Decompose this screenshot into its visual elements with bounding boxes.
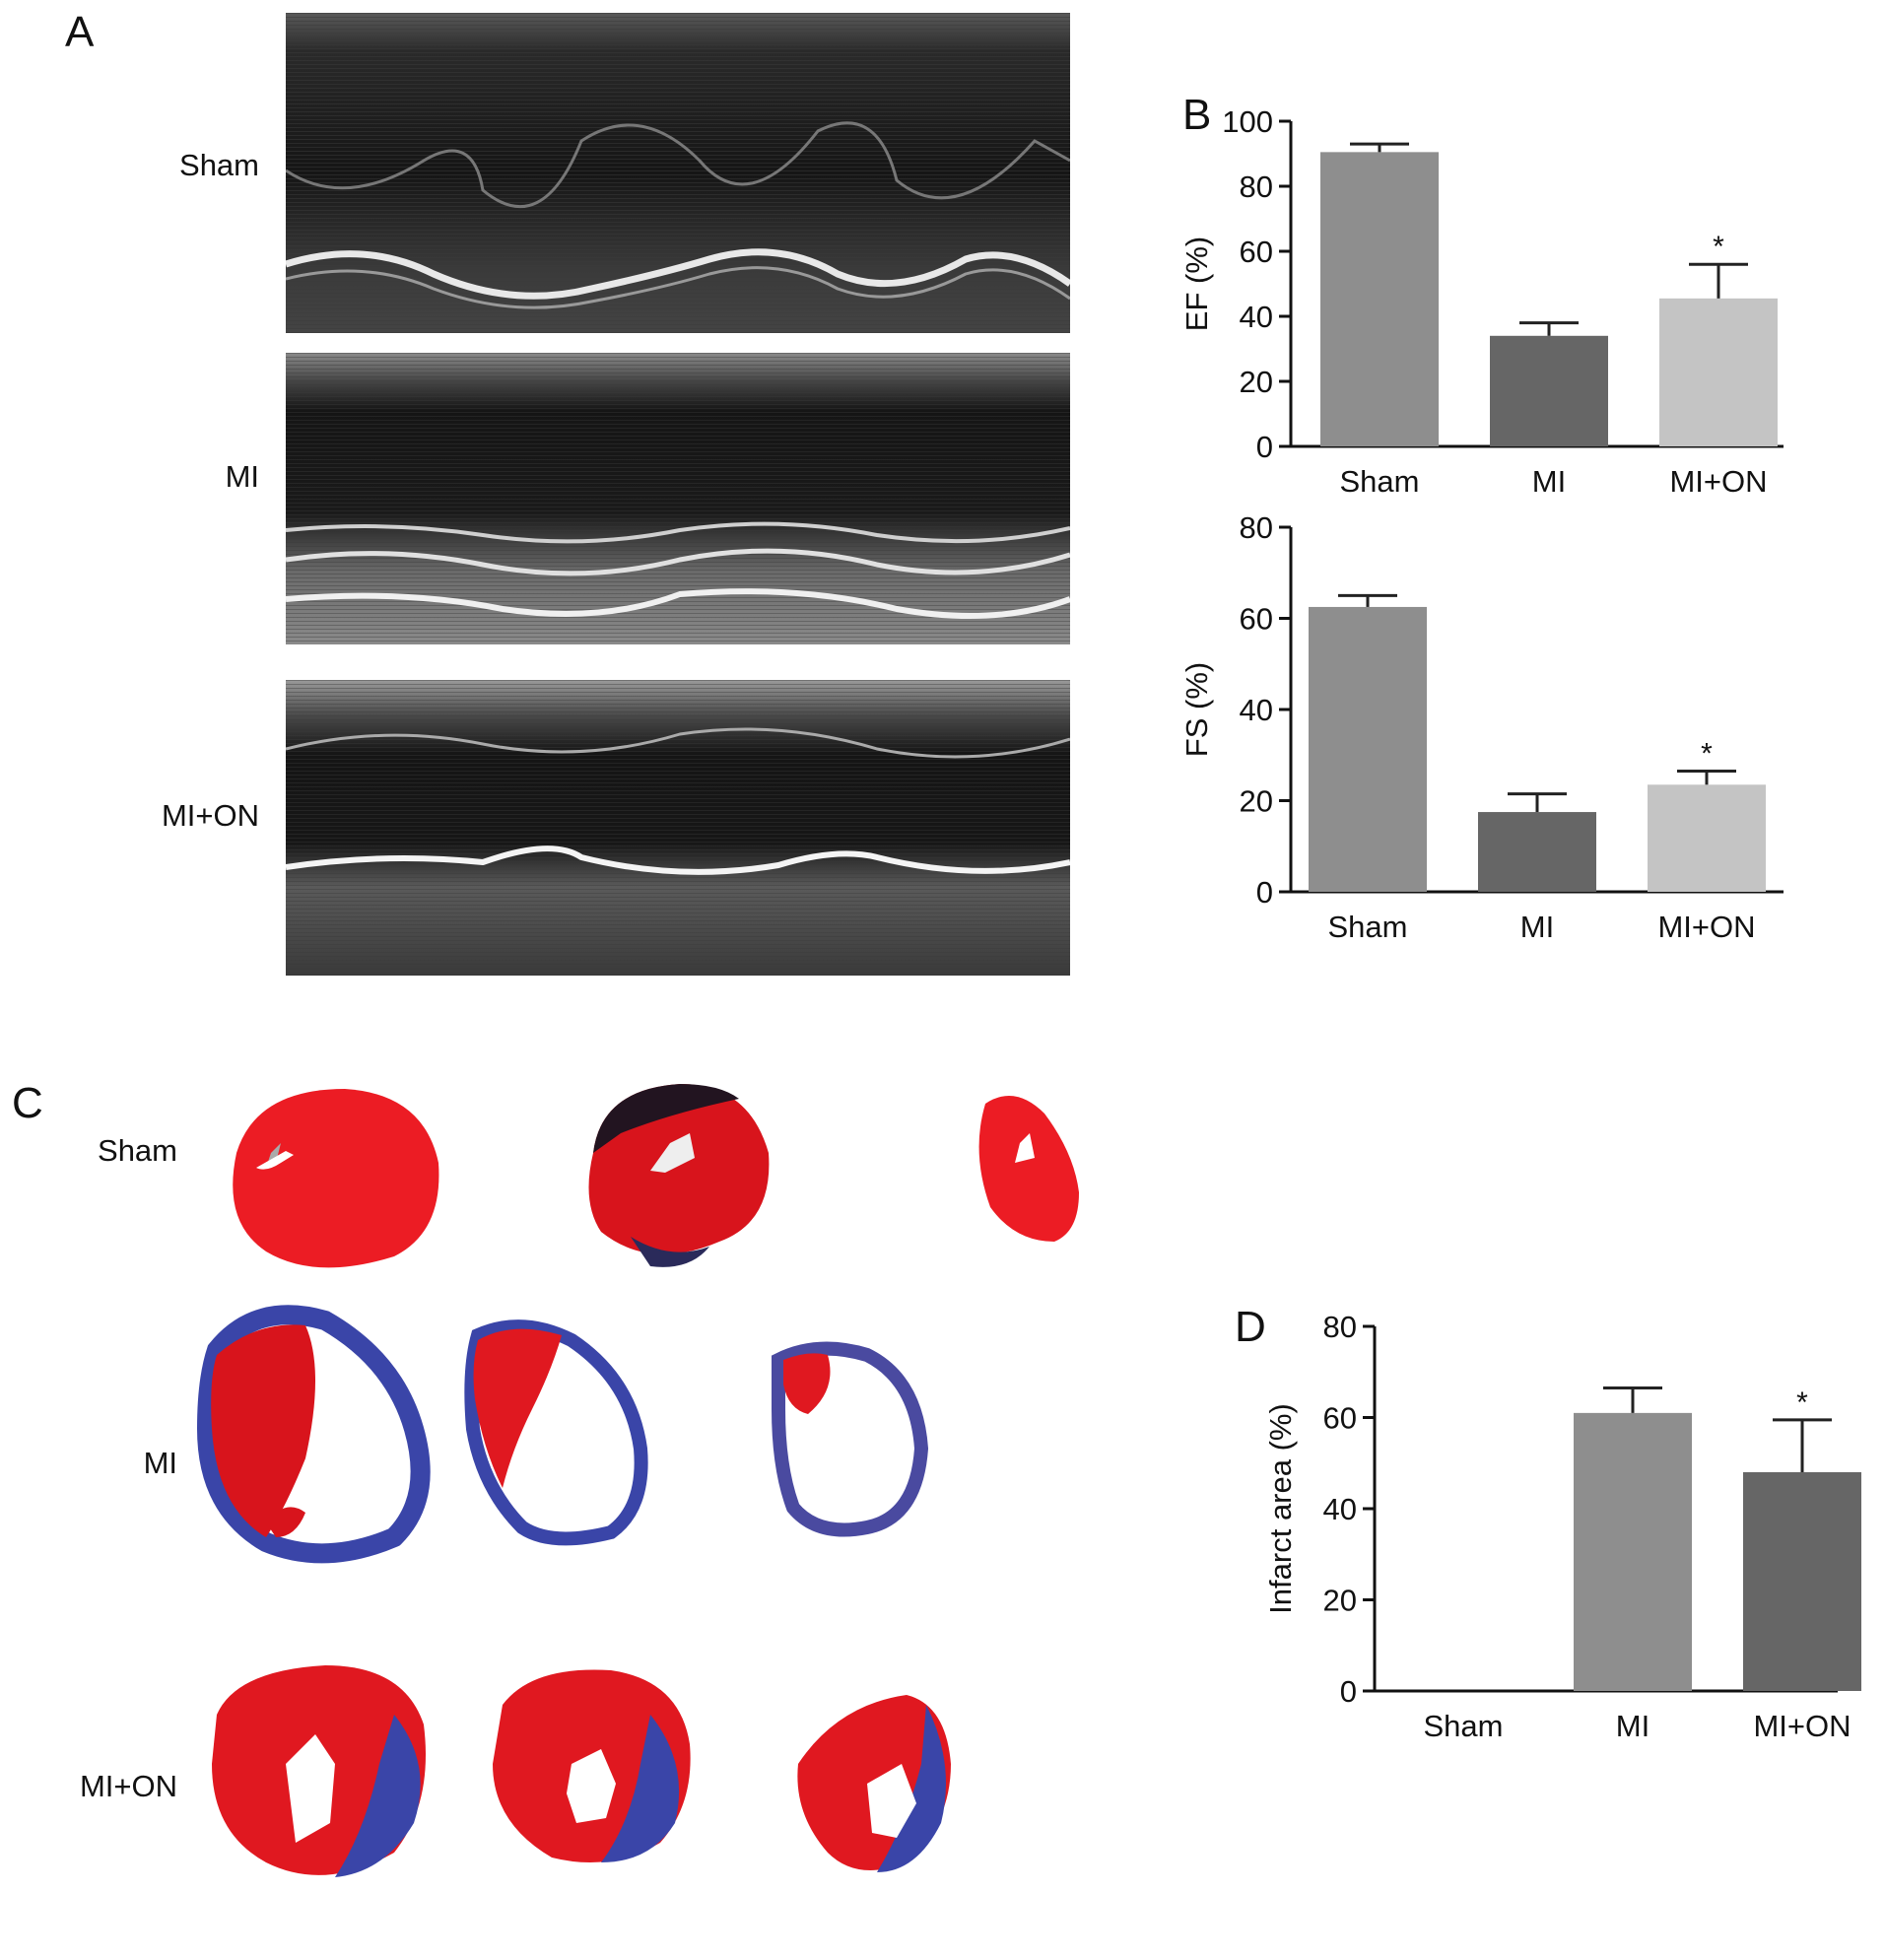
y-tick-label: 60	[1240, 235, 1273, 269]
infarct-bar-chart: 0 20 40 60 80 Infarct area (%) Sham MI * MI+ON	[1263, 1310, 1861, 1743]
significance-marker: *	[1701, 737, 1713, 770]
histology-label-mi-on: MI+ON	[79, 1769, 177, 1803]
significance-marker: *	[1796, 1386, 1808, 1419]
heart-section-mi-on-2	[493, 1669, 691, 1862]
y-tick-label: 40	[1323, 1492, 1357, 1526]
y-tick-label: 0	[1256, 875, 1273, 910]
y-tick-label: 60	[1240, 602, 1273, 637]
x-tick-label: Sham	[1424, 1709, 1504, 1743]
heart-section-sham-1	[233, 1089, 439, 1268]
echo-label-mi-on: MI+ON	[161, 798, 259, 833]
y-tick-label: 80	[1240, 512, 1273, 545]
heart-section-sham-2	[588, 1084, 770, 1267]
ef-bar-chart: 0 20 40 60 80 100 EF (%) Sham MI * MI+ON	[1179, 104, 1784, 499]
y-tick-label: 80	[1323, 1310, 1357, 1344]
y-tick-label: 0	[1256, 430, 1273, 464]
y-tick-label: 100	[1222, 104, 1273, 139]
x-tick-label: MI+ON	[1657, 910, 1755, 944]
heart-section-mi-1	[197, 1305, 431, 1564]
histology-label-sham: Sham	[98, 1133, 177, 1168]
y-tick-label: 20	[1240, 365, 1273, 399]
panel-a-letter: A	[65, 8, 95, 56]
x-tick-label: MI+ON	[1669, 464, 1767, 499]
histology-image-grid	[197, 1084, 1079, 1877]
echo-label-mi: MI	[225, 459, 259, 494]
y-tick-label: 40	[1240, 300, 1273, 334]
panel-b-letter: B	[1182, 91, 1212, 139]
y-axis-label: EF (%)	[1179, 237, 1214, 331]
panel-c-letter: C	[12, 1079, 43, 1127]
y-axis-label: FS (%)	[1179, 662, 1214, 757]
x-tick-label: Sham	[1340, 464, 1420, 499]
histology-label-mi: MI	[143, 1446, 177, 1480]
bar-mi-on	[1659, 298, 1778, 446]
bar-mi	[1574, 1412, 1692, 1691]
heart-section-mi-on-1	[212, 1665, 426, 1877]
fs-bar-chart: 0 20 40 60 80 FS (%) Sham MI * MI+ON	[1179, 512, 1784, 944]
panel-d-letter: D	[1235, 1303, 1266, 1351]
bar-mi-on	[1743, 1472, 1861, 1691]
y-tick-label: 60	[1323, 1401, 1357, 1436]
x-tick-label: Sham	[1328, 910, 1408, 944]
y-tick-label: 80	[1240, 169, 1273, 204]
y-tick-label: 20	[1323, 1584, 1357, 1618]
bar-mi-on	[1648, 784, 1766, 892]
x-tick-label: MI	[1520, 910, 1554, 944]
x-tick-label: MI	[1532, 464, 1566, 499]
bar-sham	[1320, 152, 1439, 446]
echo-image-mi	[286, 353, 1070, 644]
y-tick-label: 40	[1240, 693, 1273, 727]
y-tick-label: 20	[1240, 784, 1273, 819]
heart-section-mi-2	[464, 1319, 648, 1546]
x-tick-label: MI	[1616, 1709, 1649, 1743]
echo-image-sham	[286, 13, 1070, 333]
bar-sham	[1309, 606, 1427, 892]
heart-section-mi-3	[772, 1341, 929, 1537]
echo-label-sham: Sham	[179, 148, 259, 182]
heart-section-sham-3	[978, 1096, 1079, 1242]
echo-image-mi-on	[286, 680, 1070, 976]
bar-mi	[1478, 812, 1596, 892]
heart-section-mi-on-3	[797, 1695, 951, 1872]
x-tick-label: MI+ON	[1753, 1709, 1851, 1743]
y-tick-label: 0	[1340, 1674, 1357, 1709]
significance-marker: *	[1713, 231, 1724, 263]
y-axis-label: Infarct area (%)	[1263, 1403, 1298, 1614]
bar-mi	[1490, 335, 1608, 446]
